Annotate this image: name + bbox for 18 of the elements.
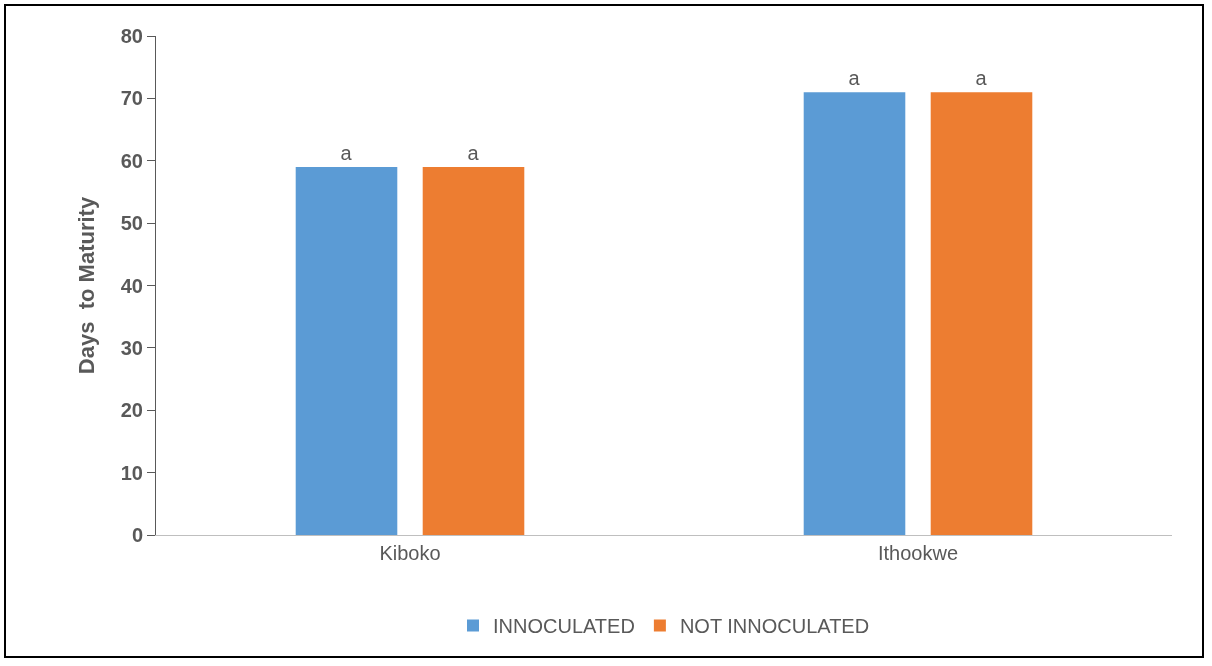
x-tick-label: Ithookwe [877, 542, 959, 564]
x-tick-label: Kiboko [379, 542, 441, 564]
legend-label: NOT INNOCULATED [679, 615, 870, 638]
y-tick-label: 70 [120, 87, 143, 110]
y-tick-label: 0 [131, 524, 143, 546]
y-tick-label: 30 [120, 336, 143, 359]
y-tick-label: 50 [120, 212, 143, 235]
y-tick-label: 10 [120, 461, 143, 484]
data-label: a [848, 67, 861, 90]
data-label: a [467, 141, 480, 164]
data-label: a [340, 141, 353, 164]
data-label: a [975, 67, 988, 90]
y-tick-label: 60 [120, 149, 143, 172]
y-tick-label: 40 [120, 274, 143, 297]
y-axis-title: Days to Maturity [73, 196, 99, 375]
y-tick-label: 80 [120, 25, 143, 47]
y-tick-label: 20 [120, 399, 143, 422]
legend-label: INNOCULATED [493, 615, 635, 638]
